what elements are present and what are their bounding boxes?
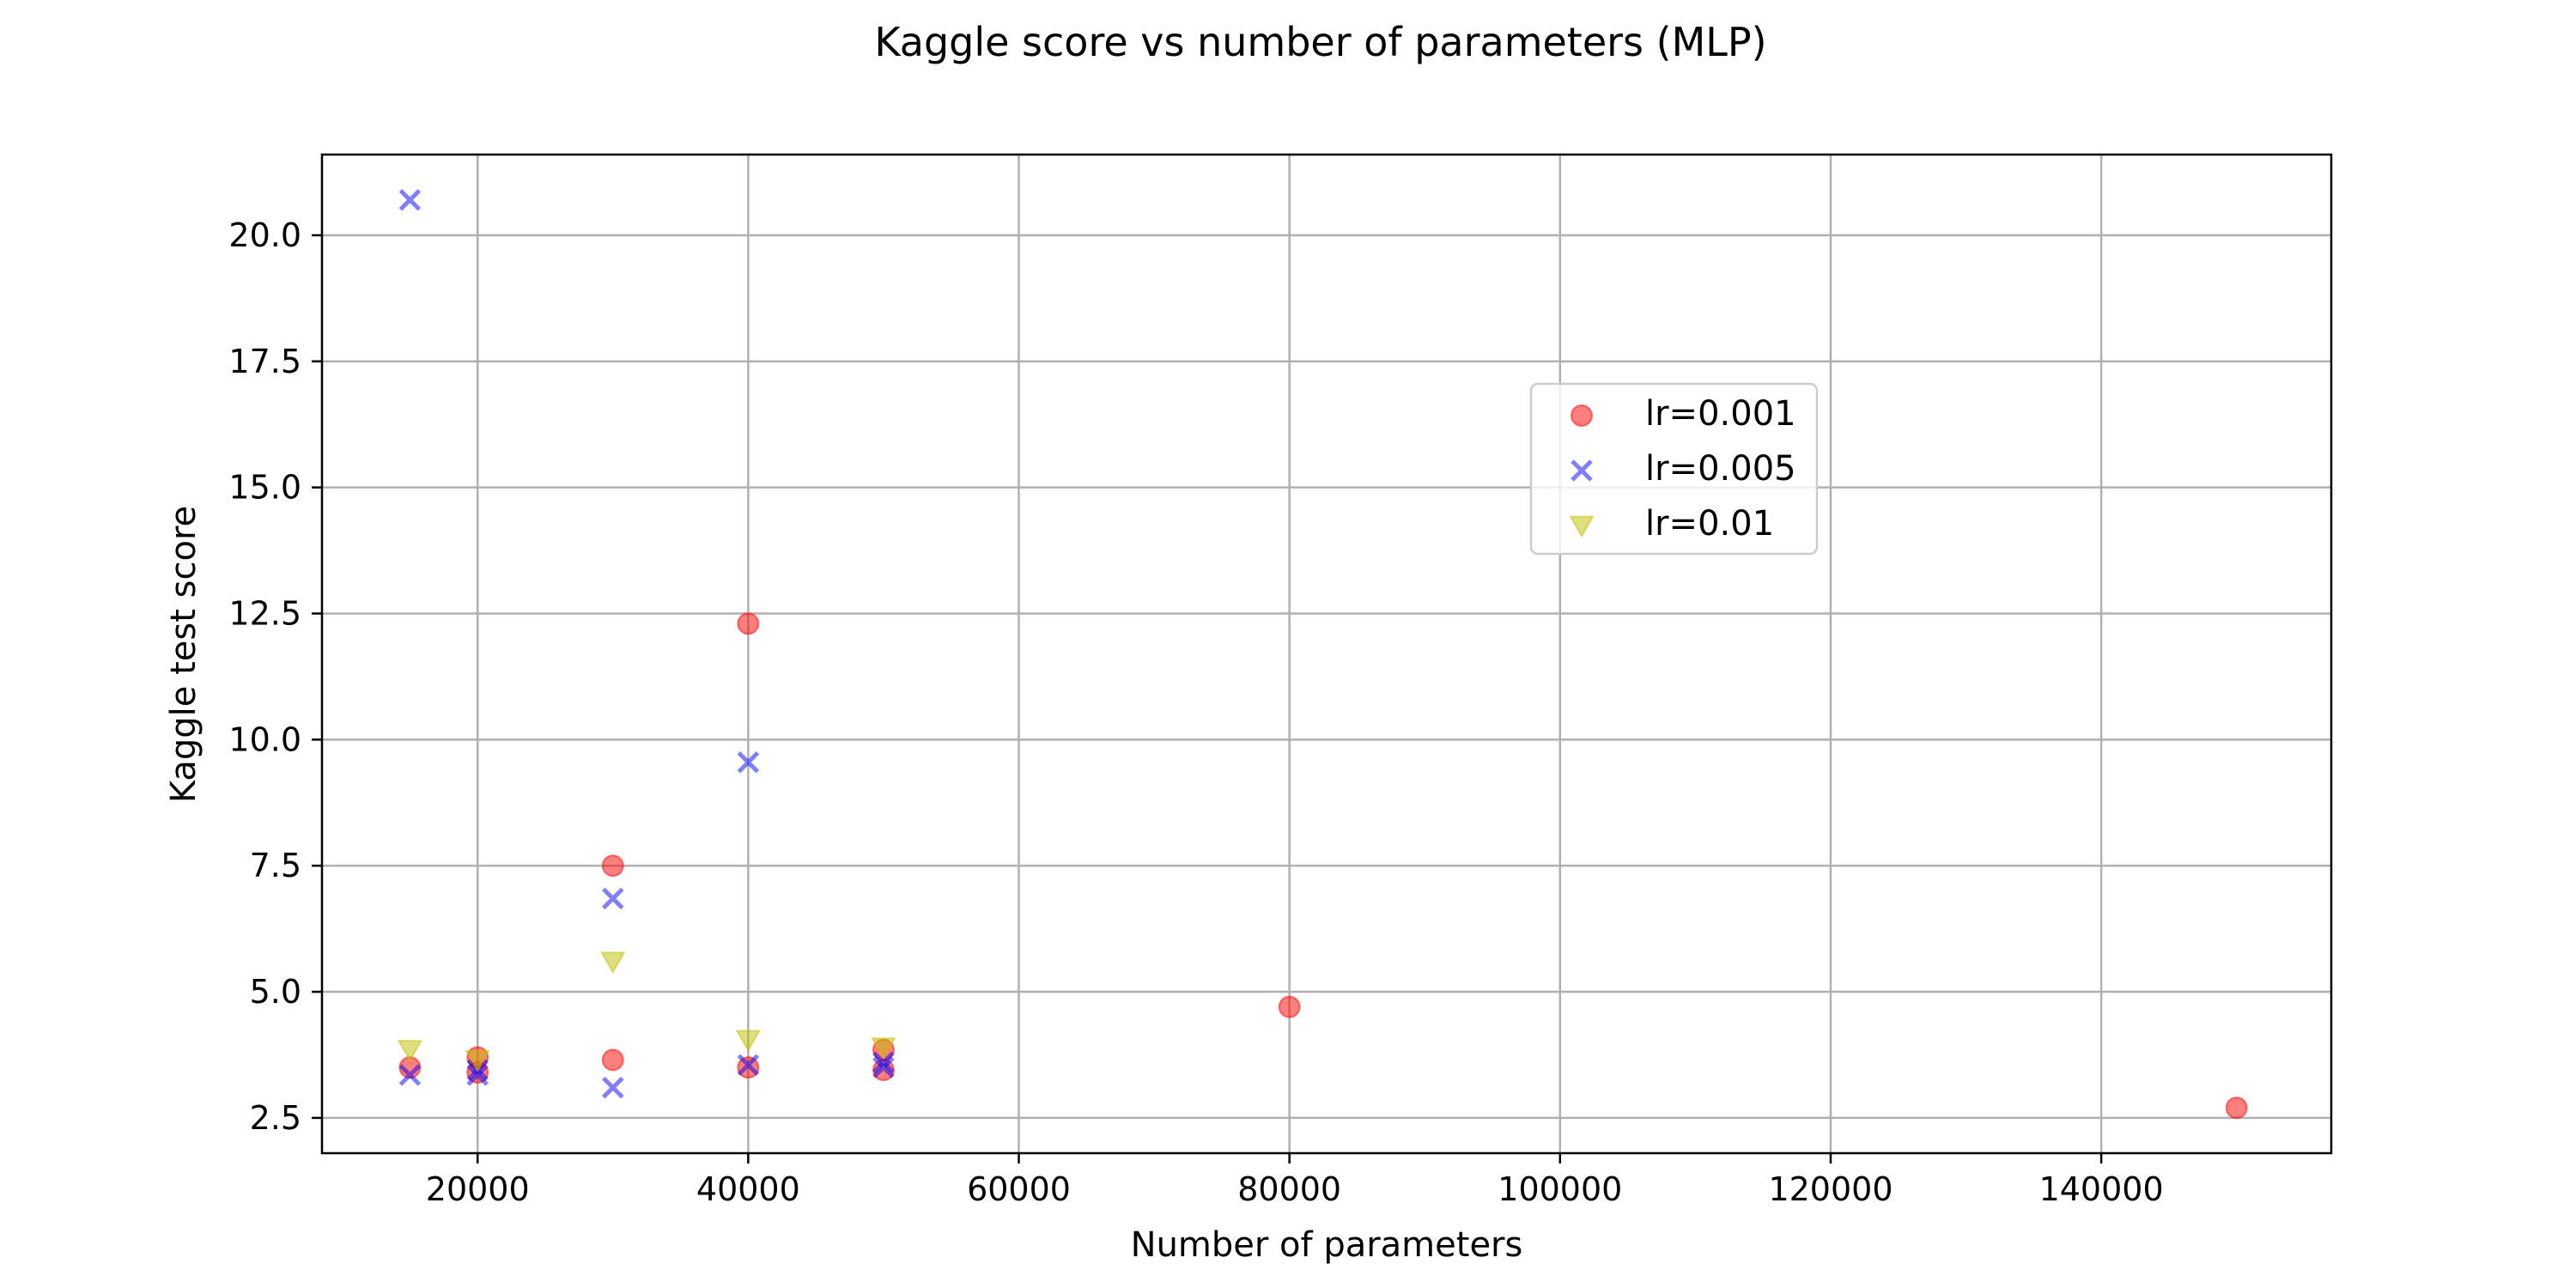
data-points (397, 189, 2248, 1120)
y-tick-label: 12.5 (228, 595, 301, 633)
x-tick-label: 40000 (696, 1170, 800, 1208)
x-tick-label: 100000 (1498, 1170, 1622, 1208)
legend-marker (1571, 459, 1593, 482)
data-point (466, 1064, 489, 1086)
legend: lr=0.001 lr=0.005 lr=0.01 (1529, 382, 1819, 556)
plot-frame (320, 153, 2333, 1155)
y-tick-label: 20.0 (228, 216, 301, 254)
legend-label: lr=0.01 (1645, 504, 1774, 544)
legend-marker (1569, 515, 1595, 538)
data-point (398, 1064, 422, 1086)
data-point (602, 887, 624, 910)
y-tick-label: 2.5 (250, 1099, 301, 1137)
x-tick-label: 80000 (1237, 1170, 1341, 1208)
data-point (872, 1056, 895, 1078)
legend-marker (1571, 404, 1593, 427)
plot-area (322, 155, 2331, 1153)
data-point (1278, 995, 1301, 1018)
data-point (465, 1049, 490, 1072)
chart-title: Kaggle score vs number of parameters (ML… (874, 19, 1766, 65)
y-axis-ticks: 2.5 5.0 7.5 10.0 12.5 15.0 17.5 20.0 (228, 216, 322, 1137)
data-point (600, 951, 626, 975)
data-point (737, 612, 760, 635)
legend-box (1529, 382, 1819, 556)
y-axis-label: Kaggle test score (164, 506, 204, 803)
x-tick-label: 60000 (967, 1170, 1071, 1208)
data-point (602, 1076, 624, 1099)
legend-label: lr=0.005 (1645, 449, 1796, 489)
data-point (397, 1040, 423, 1062)
data-point (601, 1048, 624, 1072)
y-tick-label: 17.5 (228, 343, 301, 380)
y-tick-label: 7.5 (250, 847, 301, 884)
data-point (737, 751, 760, 774)
data-point (601, 854, 624, 878)
x-tick-label: 120000 (1768, 1170, 1893, 1208)
data-point (735, 1030, 762, 1053)
data-point (872, 1051, 895, 1074)
y-tick-label: 15.0 (228, 469, 301, 507)
x-axis-ticks: 20000 40000 60000 80000 100000 120000 140000 (426, 1153, 2164, 1208)
data-point (737, 1054, 760, 1076)
data-point (398, 189, 422, 211)
y-tick-label: 5.0 (250, 973, 301, 1011)
x-tick-label: 20000 (426, 1170, 530, 1208)
legend-label: lr=0.001 (1645, 394, 1796, 434)
x-axis-label: Number of parameters (1131, 1225, 1523, 1265)
y-tick-label: 10.0 (228, 720, 301, 758)
data-point (871, 1037, 896, 1060)
grid-lines (322, 155, 2331, 1153)
data-point (2225, 1097, 2248, 1120)
x-tick-label: 140000 (2039, 1170, 2164, 1208)
